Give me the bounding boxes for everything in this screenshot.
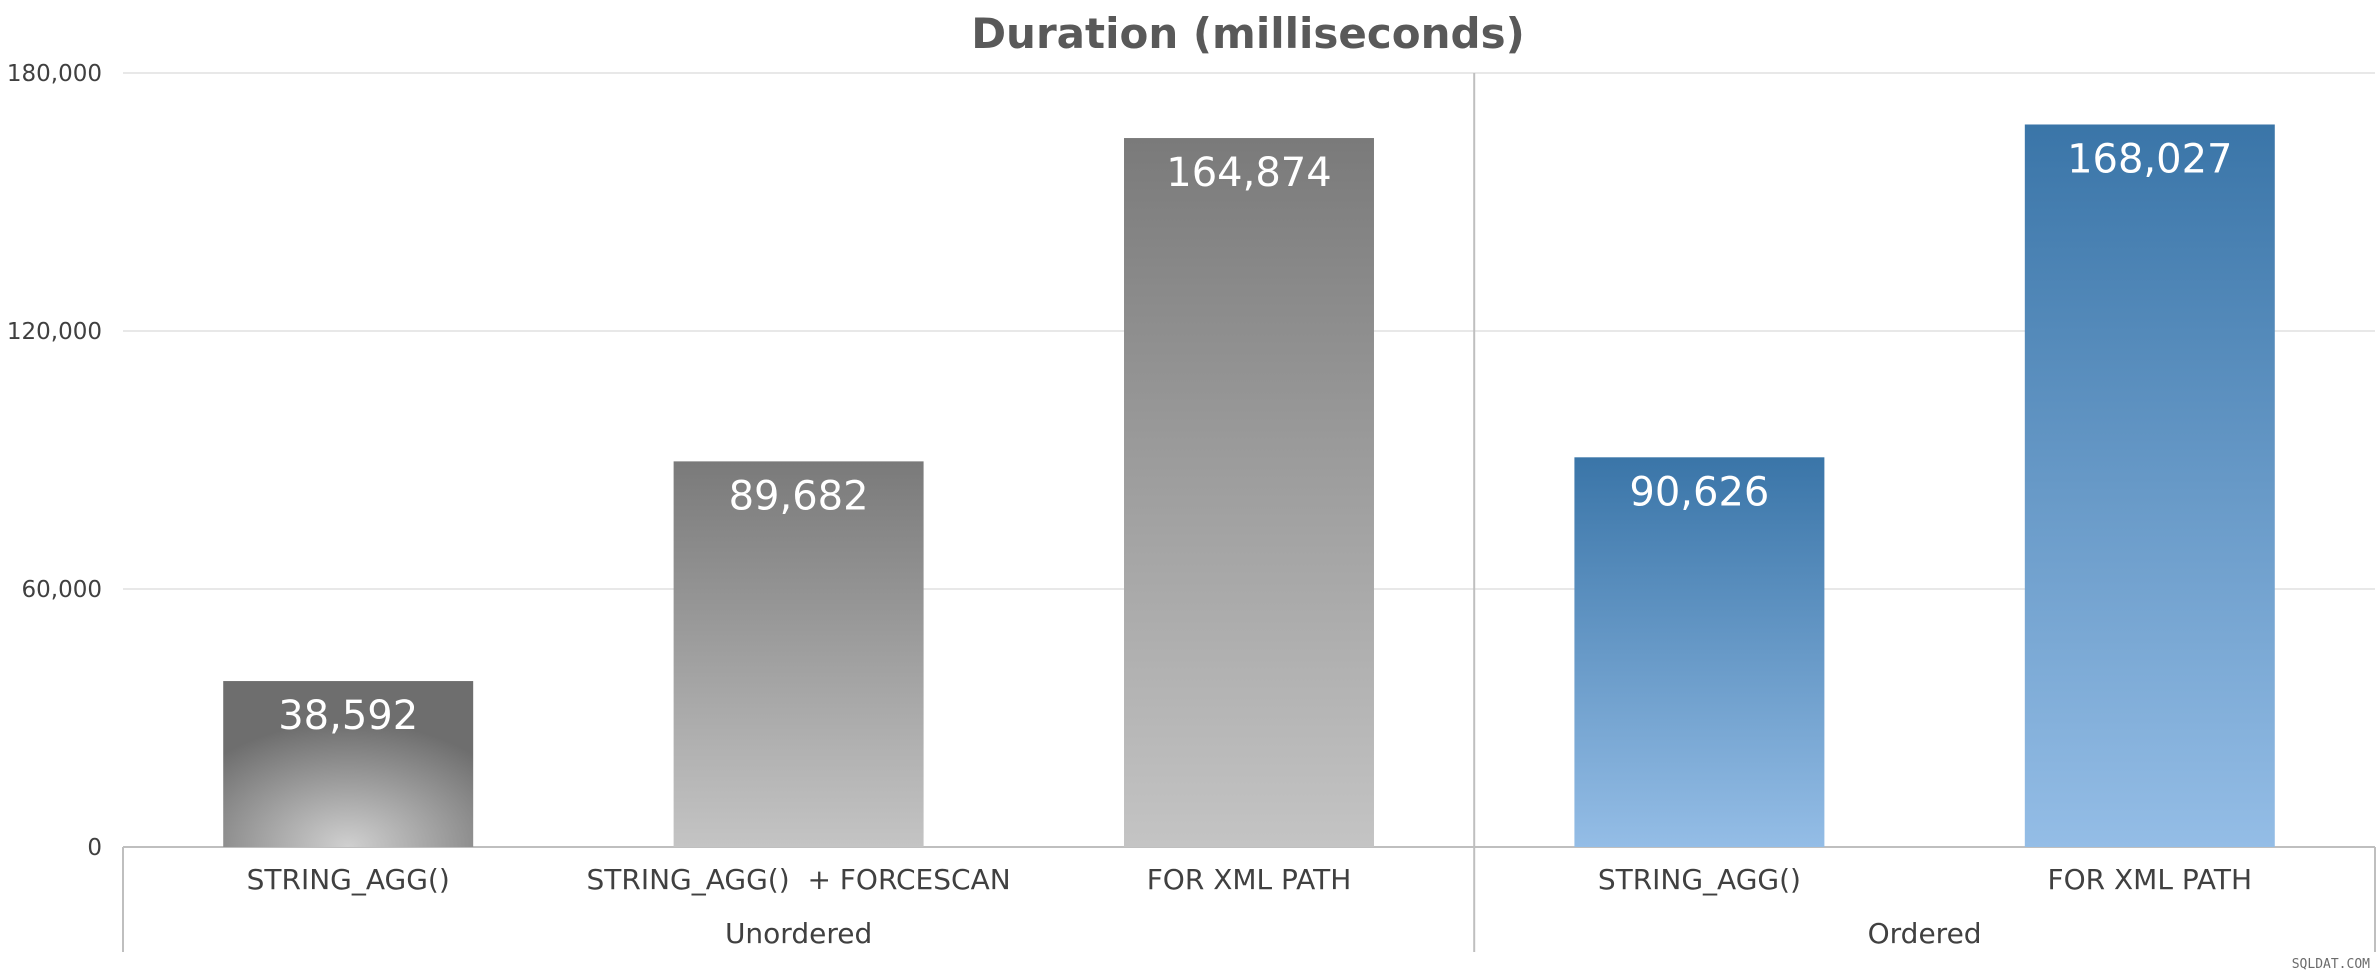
bar <box>1574 457 1825 847</box>
x-category-label: FOR XML PATH <box>2048 863 2253 896</box>
bar <box>673 461 924 847</box>
group-label: Unordered <box>725 917 872 950</box>
watermark: SQLDAT.COM <box>2292 957 2370 972</box>
x-category-label: STRING_AGG() <box>247 863 450 896</box>
y-tick-label: 0 <box>87 835 102 861</box>
chart-title: Duration (milliseconds) <box>971 9 1525 58</box>
y-tick-label: 180,000 <box>7 61 102 87</box>
data-label: 90,626 <box>1629 469 1769 515</box>
y-tick-label: 60,000 <box>22 577 102 603</box>
data-label: 164,874 <box>1166 150 1331 196</box>
axis-layer: 0 60,000 120,000 180,000 <box>7 61 2376 952</box>
group-label: Ordered <box>1868 917 1982 950</box>
x-category-label: FOR XML PATH <box>1147 863 1352 896</box>
data-label: 38,592 <box>278 693 418 739</box>
bar-layer <box>223 124 2275 848</box>
label-layer: Unordered Ordered 38,592 STRING_AGG() 89,682… <box>247 136 2252 950</box>
data-label: 89,682 <box>729 473 869 519</box>
bar <box>223 681 474 847</box>
y-tick-label: 120,000 <box>7 319 102 345</box>
bar <box>2024 124 2275 848</box>
data-label: 168,027 <box>2067 136 2232 182</box>
x-category-label: STRING_AGG() <box>1598 863 1801 896</box>
bar <box>1124 138 1374 847</box>
x-category-label: STRING_AGG() + FORCESCAN <box>587 863 1011 896</box>
